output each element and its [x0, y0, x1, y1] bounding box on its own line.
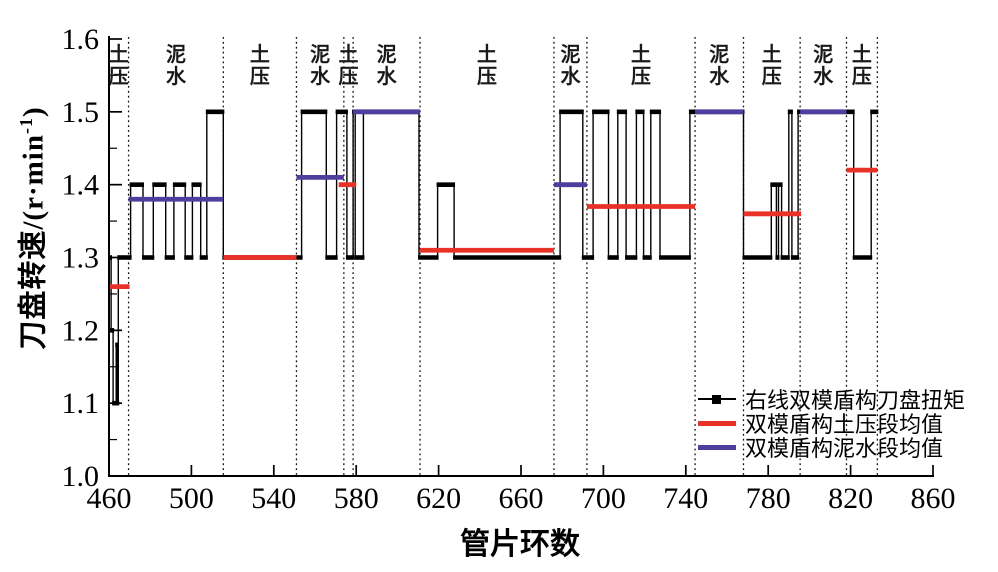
section-label-slurry: 泥水 — [560, 44, 581, 88]
section-label-epb: 土压 — [851, 44, 872, 88]
section-label-epb: 土压 — [108, 44, 129, 88]
section-label-slurry: 泥水 — [813, 44, 834, 88]
section-label-epb: 土压 — [477, 44, 497, 88]
y-tick-label: 1.2 — [62, 314, 100, 347]
section-label-epb: 土压 — [249, 44, 270, 88]
y-tick-label: 1.3 — [62, 242, 100, 275]
y-axis-title-superscript: -1 — [16, 117, 36, 135]
x-tick-label: 500 — [169, 482, 214, 515]
x-tick-label: 740 — [663, 482, 708, 515]
y-axis-title-close: ) — [17, 106, 50, 118]
x-tick-label: 660 — [499, 482, 544, 515]
x-tick-label: 860 — [911, 482, 956, 515]
y-tick-label: 1.5 — [62, 96, 100, 129]
x-tick-label: 620 — [416, 482, 461, 515]
x-tick-label: 780 — [746, 482, 791, 515]
torque-line-marker-icon — [698, 387, 736, 411]
legend-label-slurry-mean: 双模盾构泥水段均值 — [745, 436, 944, 461]
section-label-epb: 土压 — [338, 44, 359, 88]
y-tick-label: 1.0 — [62, 460, 100, 493]
section-label-slurry: 泥水 — [165, 44, 186, 88]
x-tick-label: 460 — [87, 482, 132, 515]
slurry-mean-line-icon — [698, 435, 736, 459]
y-tick-label: 1.4 — [62, 169, 100, 202]
x-tick-label: 540 — [251, 482, 296, 515]
x-tick-label: 580 — [334, 482, 379, 515]
x-tick-label: 820 — [828, 482, 873, 515]
section-label-epb: 土压 — [761, 44, 782, 88]
legend-item-slurry-mean: 双模盾构泥水段均值 — [698, 435, 965, 461]
legend: 右线双模盾构刀盘扭矩 双模盾构土压段均值 双模盾构泥水段均值 — [698, 387, 965, 461]
legend-label-epb-mean: 双模盾构土压段均值 — [745, 412, 944, 437]
x-tick-label: 700 — [581, 482, 626, 515]
legend-label-torque: 右线双模盾构刀盘扭矩 — [745, 388, 966, 413]
square-marker-icon — [712, 395, 721, 404]
y-axis-title-text: 刀盘转速/(r·min — [17, 134, 50, 350]
legend-item-epb-mean: 双模盾构土压段均值 — [698, 411, 965, 437]
section-label-slurry: 泥水 — [310, 44, 331, 88]
y-tick-label: 1.1 — [62, 387, 100, 420]
x-axis-title: 管片环数 — [460, 528, 580, 561]
epb-mean-line-icon — [698, 411, 736, 435]
y-axis-title: 刀盘转速/(r·min-1) — [8, 8, 50, 448]
section-label-slurry: 泥水 — [709, 44, 730, 88]
section-label-slurry: 泥水 — [376, 44, 397, 88]
y-tick-label: 1.6 — [62, 23, 100, 56]
legend-item-torque: 右线双模盾构刀盘扭矩 — [698, 387, 965, 413]
section-label-epb: 土压 — [630, 44, 651, 88]
